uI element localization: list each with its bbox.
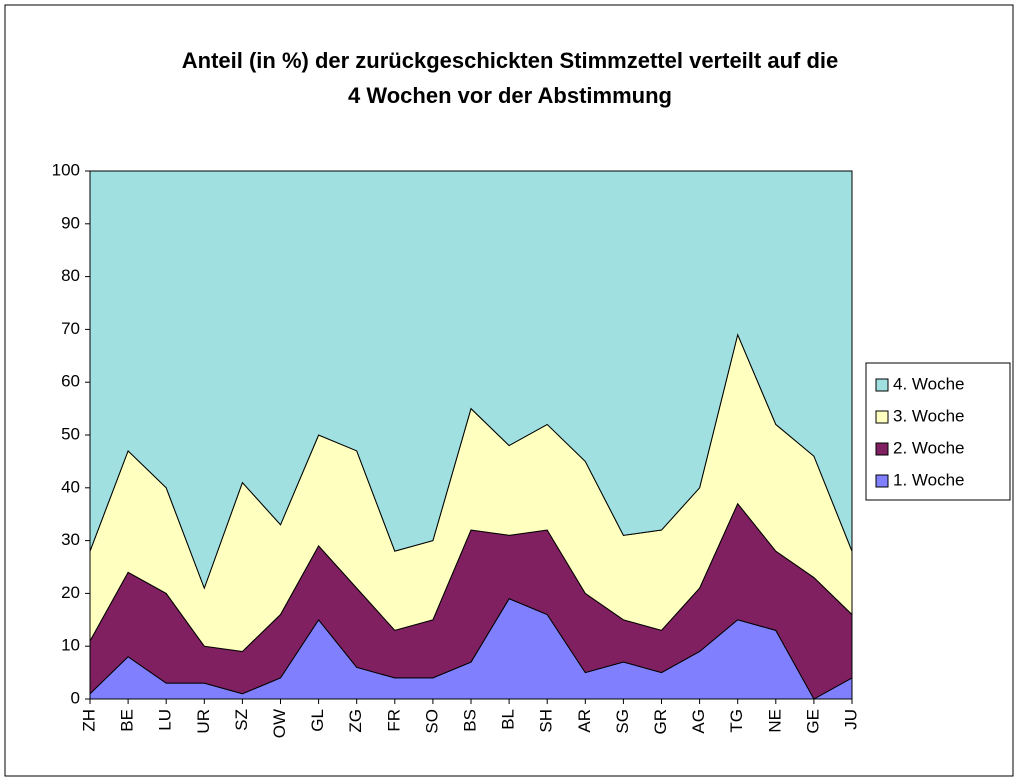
x-tick-label: TG: [727, 709, 746, 733]
x-tick-label: SH: [537, 709, 556, 733]
y-tick-label: 70: [61, 319, 80, 338]
chart-title: Anteil (in %) der zurückgeschickten Stim…: [182, 48, 839, 73]
y-tick-label: 80: [61, 266, 80, 285]
x-tick-label: SG: [613, 709, 632, 734]
x-tick-label: SO: [422, 709, 441, 734]
x-tick-label: LU: [156, 709, 175, 731]
legend-label: 1. Woche: [893, 470, 965, 489]
x-tick-label: ZH: [79, 709, 98, 732]
legend-label: 4. Woche: [893, 374, 965, 393]
x-tick-label: AR: [575, 709, 594, 733]
x-tick-label: BL: [499, 709, 518, 730]
y-tick-label: 50: [61, 424, 80, 443]
y-tick-label: 100: [52, 160, 80, 179]
x-tick-label: AG: [689, 709, 708, 734]
x-tick-label: GR: [651, 709, 670, 735]
y-tick-label: 0: [71, 688, 80, 707]
x-tick-label: OW: [270, 709, 289, 738]
legend-box: [865, 362, 1011, 501]
x-tick-label: BE: [118, 709, 137, 732]
legend-swatch: [875, 474, 889, 488]
y-tick-label: 30: [61, 530, 80, 549]
y-tick-label: 10: [61, 636, 80, 655]
x-tick-label: UR: [194, 709, 213, 734]
x-tick-label: SZ: [232, 709, 251, 731]
x-tick-label: ZG: [346, 709, 365, 733]
legend-swatch: [875, 410, 889, 424]
legend-swatch: [875, 442, 889, 456]
legend-label: 3. Woche: [893, 406, 965, 425]
x-tick-label: GL: [308, 709, 327, 732]
chart-title: 4 Wochen vor der Abstimmung: [348, 83, 672, 108]
legend-swatch: [875, 378, 889, 392]
y-tick-label: 60: [61, 372, 80, 391]
x-tick-label: FR: [384, 709, 403, 732]
y-tick-label: 90: [61, 213, 80, 232]
x-tick-label: GE: [803, 709, 822, 734]
y-tick-label: 20: [61, 583, 80, 602]
x-tick-label: NE: [765, 709, 784, 733]
y-tick-label: 40: [61, 477, 80, 496]
legend-label: 2. Woche: [893, 438, 965, 457]
x-tick-label: JU: [841, 709, 860, 730]
x-tick-label: BS: [460, 709, 479, 732]
